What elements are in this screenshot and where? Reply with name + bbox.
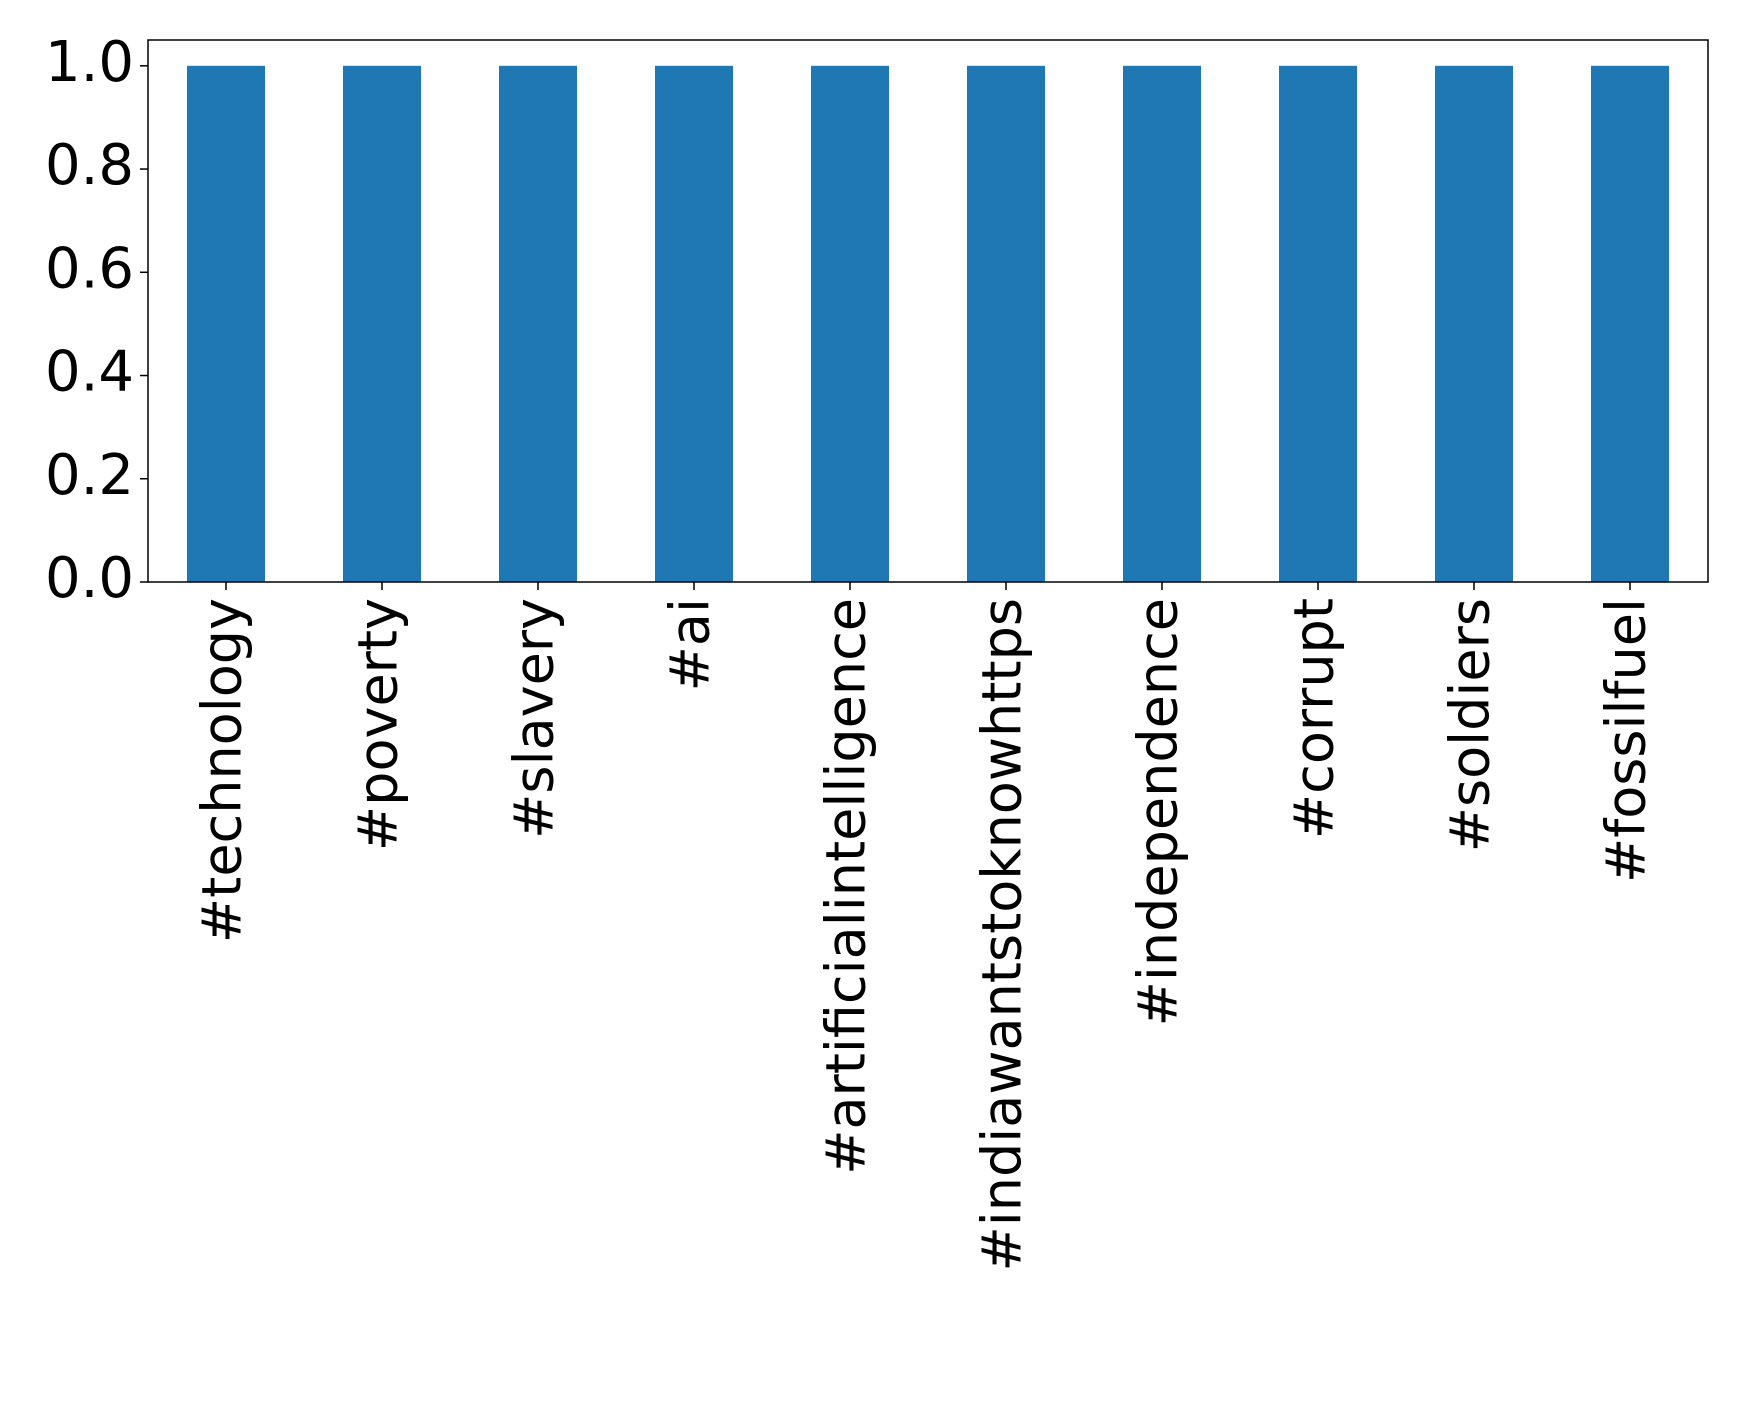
- y-tick-label: 0.0: [45, 546, 134, 611]
- y-tick-label: 0.6: [45, 236, 134, 301]
- x-tick-label: #ai: [659, 598, 722, 691]
- x-tick-label: #soldiers: [1439, 598, 1502, 852]
- bar: [1279, 65, 1357, 583]
- bar: [967, 65, 1045, 583]
- bar: [811, 65, 889, 583]
- x-tick-label: #fossilfuel: [1595, 598, 1658, 883]
- x-tick-label: #technology: [191, 598, 254, 943]
- x-tick-label: #corrupt: [1283, 598, 1346, 839]
- x-tick-label: #poverty: [347, 598, 410, 851]
- x-tick-label: #slavery: [503, 598, 566, 839]
- bar: [655, 65, 733, 583]
- bar: [499, 65, 577, 583]
- x-tick-label: #indiawantstoknowhttps: [971, 598, 1034, 1272]
- plot-frame: [147, 39, 1709, 583]
- bar: [1123, 65, 1201, 583]
- y-tick-label: 0.8: [45, 133, 134, 198]
- bar: [1435, 65, 1513, 583]
- bar: [1591, 65, 1669, 583]
- y-tick-label: 0.2: [45, 443, 134, 508]
- bar: [187, 65, 265, 583]
- x-tick-label: #independence: [1127, 598, 1190, 1026]
- x-tick-label: #artificialintelligence: [815, 598, 878, 1175]
- y-tick-label: 1.0: [45, 30, 134, 95]
- bar: [343, 65, 421, 583]
- y-tick-label: 0.4: [45, 340, 134, 405]
